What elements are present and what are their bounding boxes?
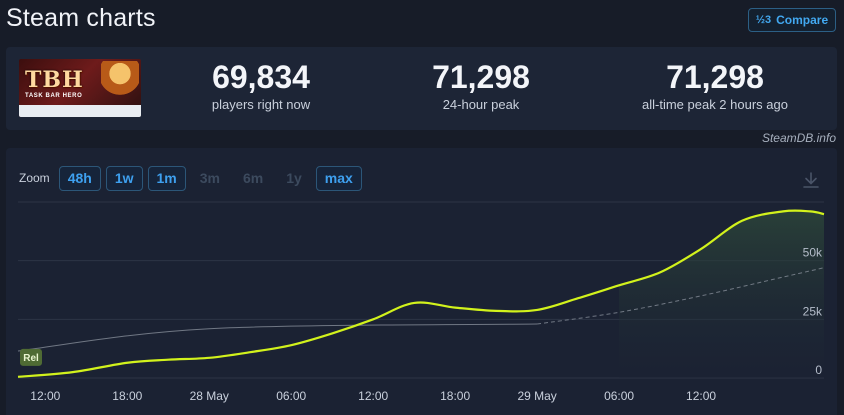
game-logo-text: TBH	[25, 67, 84, 93]
rel-badge	[20, 348, 42, 366]
stat-value: 71,298	[666, 59, 764, 95]
x-tick-label: 18:00	[112, 389, 142, 403]
download-icon[interactable]	[801, 170, 821, 190]
zoom-controls: Zoom 48h 1w 1m 3m 6m 1y max	[19, 165, 362, 191]
game-logo-subtitle: TASK BAR HERO	[25, 93, 83, 99]
rel-series-line	[17, 323, 538, 352]
steamdb-watermark[interactable]: SteamDB.info	[761, 131, 836, 145]
stat-value: 71,298	[432, 59, 530, 95]
stat-players-now: 69,834 players right now	[181, 59, 341, 112]
compare-label: Compare	[776, 13, 829, 27]
x-tick-label: 12:00	[30, 389, 60, 403]
stat-24h-peak: 71,298 24-hour peak	[401, 59, 561, 112]
page-title: Steam charts	[6, 4, 156, 32]
x-tick-label: 29 May	[517, 389, 556, 403]
x-tick-label: 28 May	[190, 389, 229, 403]
zoom-1w-button[interactable]: 1w	[105, 165, 143, 191]
stats-panel: TBH TASK BAR HERO 69,834 players right n…	[6, 47, 837, 130]
x-tick-label: 18:00	[440, 389, 470, 403]
zoom-max-button[interactable]: max	[315, 165, 362, 191]
stat-label: all-time peak 2 hours ago	[642, 97, 788, 112]
rel-series-dashed-line	[537, 267, 825, 325]
chart-panel: Zoom 48h 1w 1m 3m 6m 1y max 0 25k 50k 12:00…	[6, 148, 837, 415]
x-tick-label: 12:00	[358, 389, 388, 403]
game-thumbnail[interactable]: TBH TASK BAR HERO	[19, 59, 141, 117]
x-tick-label: 12:00	[686, 389, 716, 403]
x-tick-label: 06:00	[276, 389, 306, 403]
y-tick-label: 50k	[803, 246, 823, 260]
compare-button[interactable]: ½3 Compare	[748, 8, 836, 32]
zoom-1m-button[interactable]: 1m	[147, 165, 186, 191]
stat-all-time-peak: 71,298 all-time peak 2 hours ago	[620, 59, 810, 112]
series-area-fill	[619, 210, 824, 378]
stat-value: 69,834	[212, 59, 310, 95]
compare-icon: ½3	[755, 14, 772, 26]
stat-label: players right now	[211, 97, 311, 112]
zoom-6m-button: 6m	[242, 170, 264, 186]
players-series-line	[17, 209, 825, 378]
game-thumbnail-strip	[19, 105, 141, 117]
zoom-label: Zoom	[19, 171, 50, 185]
game-character-art	[101, 61, 139, 103]
stat-label: 24-hour peak	[442, 97, 520, 112]
rel-badge-label: Rel	[23, 353, 39, 364]
y-tick-label: 25k	[803, 304, 823, 318]
player-count-chart[interactable]: 0 25k 50k 12:00 18:00 28 May 06:00 12:00 18:00 29…	[6, 148, 837, 415]
x-tick-label: 06:00	[604, 389, 634, 403]
zoom-3m-button: 3m	[199, 170, 220, 186]
zoom-1y-button: 1y	[286, 170, 302, 186]
y-tick-label: 0	[815, 363, 822, 377]
zoom-48h-button[interactable]: 48h	[58, 165, 101, 191]
